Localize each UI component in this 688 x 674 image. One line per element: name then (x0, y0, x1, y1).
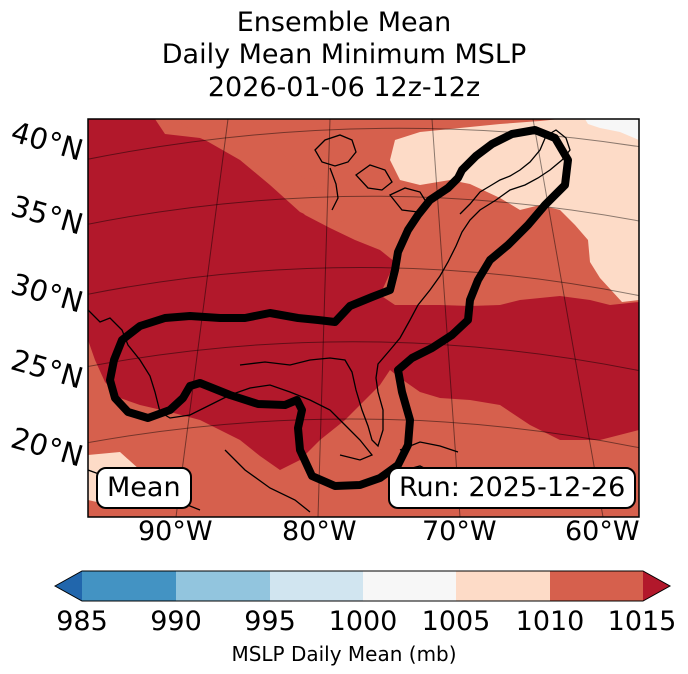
lon-label-70w: 70°W (422, 516, 497, 547)
field-1010-pocket (175, 119, 345, 226)
field-above-1015 (88, 119, 639, 470)
title-line-2: Daily Mean Minimum MSLP (161, 39, 527, 70)
field-1005-1010 (390, 119, 639, 302)
run-label: Run: 2025-12-26 (388, 467, 637, 509)
colorbar-outline (53, 570, 672, 602)
map-frame (87, 118, 640, 518)
colorbar-extend-high (643, 571, 670, 601)
colorbar-segment-1010-1015 (550, 571, 643, 601)
colorbar-tick-1005: 1005 (421, 606, 491, 637)
region-outline (106, 126, 572, 490)
mslp-field (88, 119, 639, 517)
colorbar-tick-995: 995 (244, 606, 296, 637)
colorbar-segment-990-995 (176, 571, 270, 601)
colorbar-tick-985: 985 (56, 606, 108, 637)
mean-label: Mean (96, 467, 192, 509)
field-1000-1005 (585, 119, 639, 140)
colorbar-tick-1000: 1000 (328, 606, 398, 637)
colorbar-extend-low (55, 571, 82, 601)
colorbar-label: MSLP Daily Mean (mb) (231, 642, 457, 666)
colorbar-segment-1000-1005 (363, 571, 456, 601)
title-line-1: Ensemble Mean (236, 7, 452, 38)
coastlines (88, 129, 571, 513)
lon-label-80w: 80°W (282, 516, 357, 547)
colorbar-segment-995-1000 (270, 571, 363, 601)
colorbar-segment-1005-1010 (456, 571, 550, 601)
colorbar-tick-990: 990 (150, 606, 202, 637)
lon-label-60w: 60°W (565, 516, 640, 547)
colorbar-segment-985-990 (82, 571, 176, 601)
colorbar (53, 570, 672, 602)
title-line-3: 2026-01-06 12z-12z (207, 72, 481, 103)
colorbar-tick-1010: 1010 (515, 606, 585, 637)
lon-label-90w: 90°W (138, 516, 213, 547)
colorbar-tick-1015: 1015 (607, 606, 677, 637)
